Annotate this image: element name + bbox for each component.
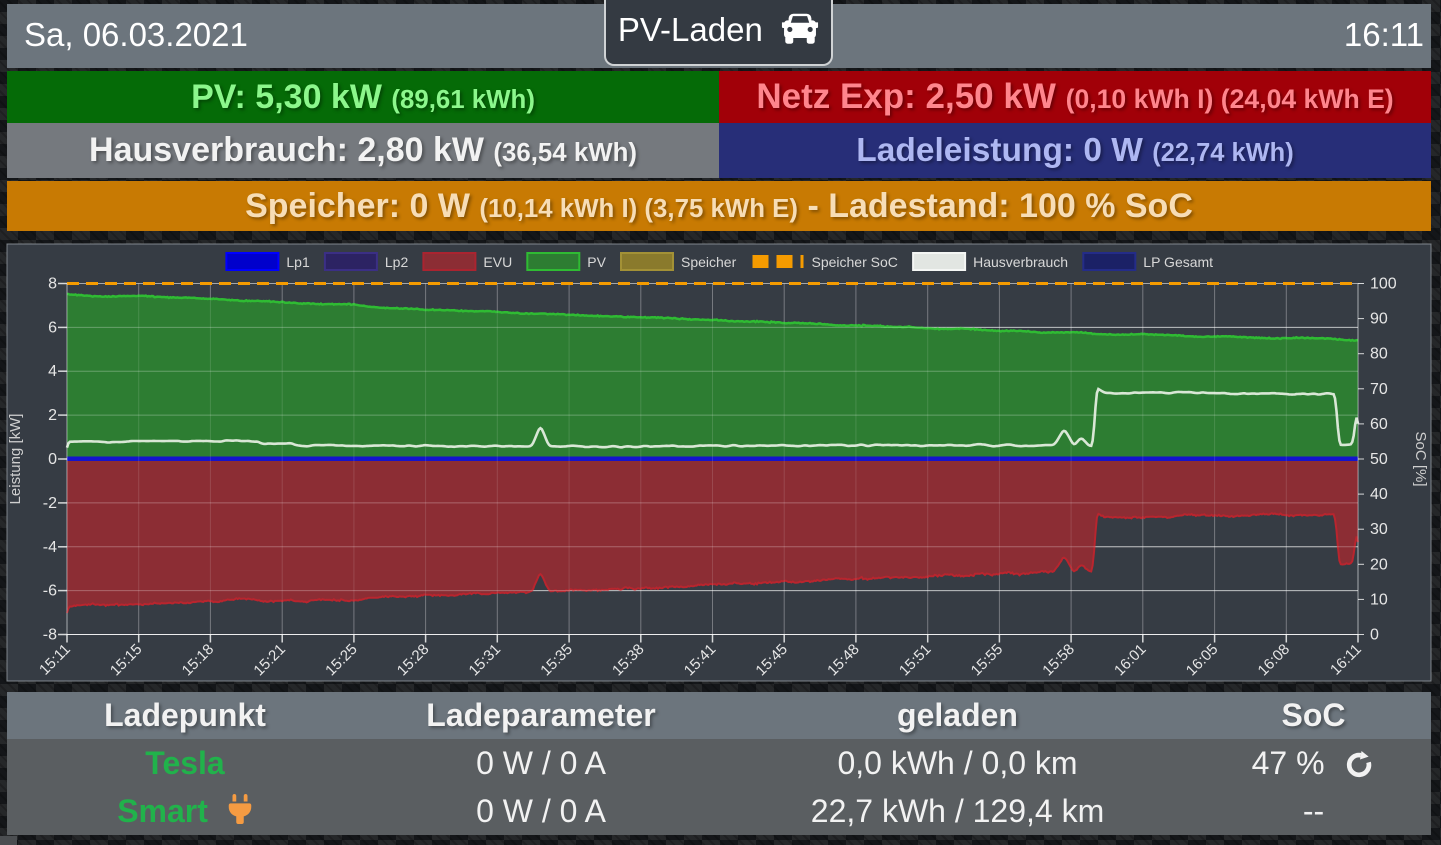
svg-text:Lp1: Lp1 — [286, 254, 310, 270]
svg-text:-2: -2 — [43, 495, 57, 512]
svg-text:20: 20 — [1370, 556, 1388, 573]
svg-text:60: 60 — [1370, 416, 1388, 433]
svg-text:50: 50 — [1370, 451, 1388, 468]
svg-text:70: 70 — [1370, 381, 1388, 398]
svg-text:SoC [%]: SoC [%] — [1412, 431, 1429, 486]
svg-text:80: 80 — [1370, 346, 1388, 363]
svg-text:Speicher SoC: Speicher SoC — [812, 254, 898, 270]
svg-text:-8: -8 — [43, 627, 57, 644]
svg-text:4: 4 — [48, 363, 57, 380]
svg-text:Leistung [kW]: Leistung [kW] — [7, 414, 24, 505]
svg-text:0: 0 — [48, 451, 57, 468]
svg-text:90: 90 — [1370, 311, 1388, 328]
svg-text:Hausverbrauch: Hausverbrauch — [973, 254, 1068, 270]
svg-text:EVU: EVU — [483, 254, 512, 270]
svg-text:LP Gesamt: LP Gesamt — [1143, 254, 1213, 270]
svg-text:100: 100 — [1370, 276, 1397, 293]
svg-text:PV: PV — [587, 254, 606, 270]
svg-text:Lp2: Lp2 — [385, 254, 409, 270]
svg-text:10: 10 — [1370, 591, 1388, 608]
svg-text:6: 6 — [48, 319, 57, 336]
svg-text:40: 40 — [1370, 486, 1388, 503]
svg-text:2: 2 — [48, 407, 57, 424]
svg-text:-4: -4 — [43, 539, 57, 556]
svg-text:-6: -6 — [43, 583, 57, 600]
svg-text:0: 0 — [1370, 627, 1379, 644]
svg-text:Speicher: Speicher — [681, 254, 737, 270]
svg-text:30: 30 — [1370, 521, 1388, 538]
svg-text:8: 8 — [48, 276, 57, 293]
